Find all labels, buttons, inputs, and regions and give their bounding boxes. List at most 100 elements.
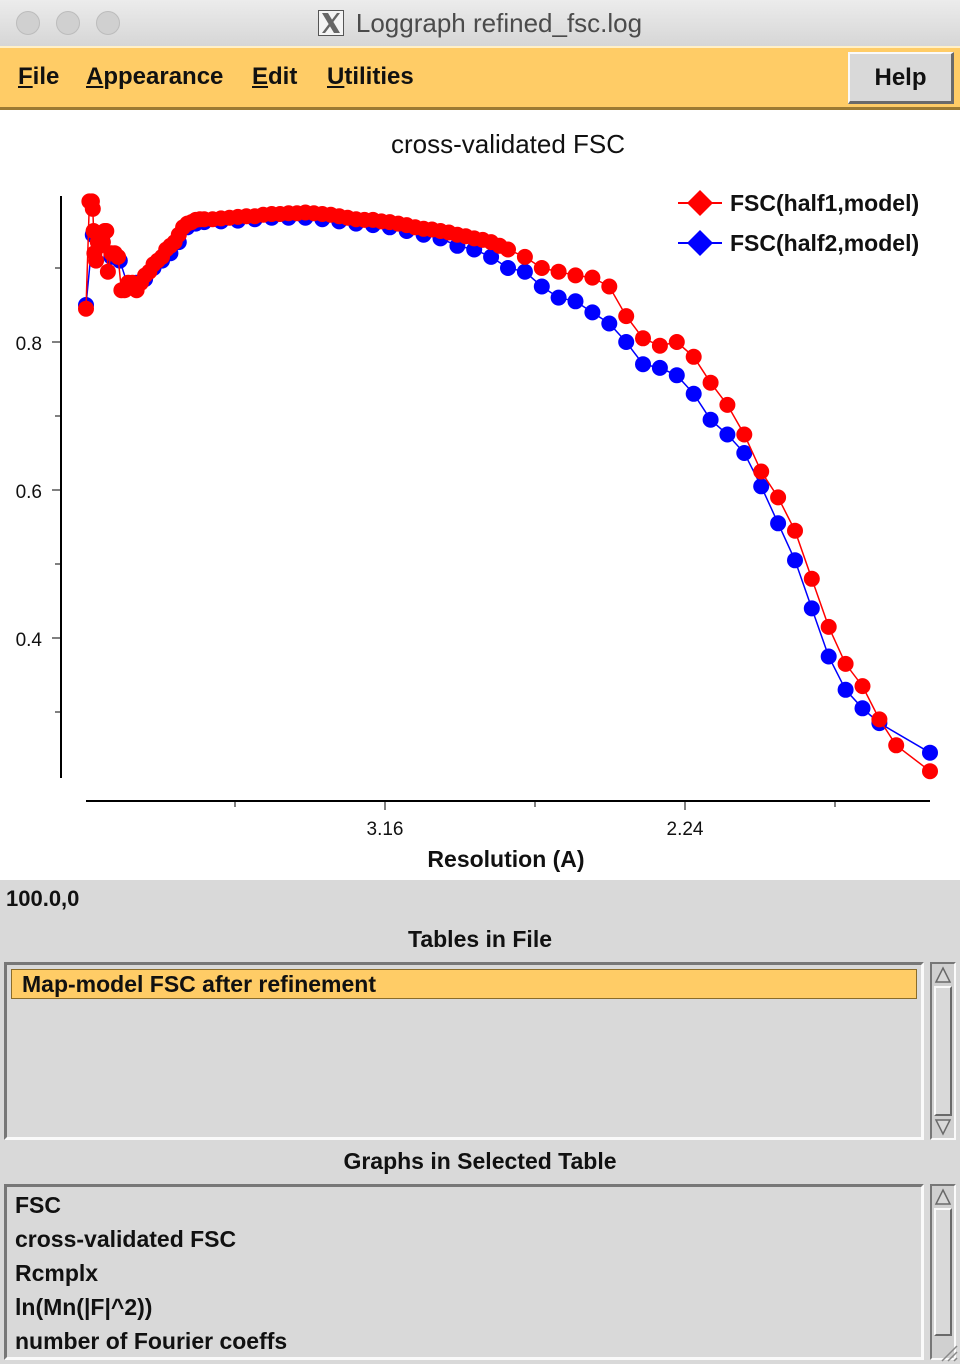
data-point-half1: [618, 308, 635, 325]
menu-utilities-mnemonic: U: [327, 63, 345, 90]
menu-file[interactable]: File: [18, 63, 59, 91]
data-point-marker: [854, 700, 871, 717]
data-point-half2: [635, 356, 651, 373]
data-point-half1: [922, 763, 938, 780]
graphs-scroll-thumb[interactable]: [934, 1208, 952, 1336]
data-point-marker: [820, 648, 837, 665]
scroll-up-arrow-icon[interactable]: [934, 966, 952, 984]
data-point-marker: [584, 269, 601, 286]
table-item-selected[interactable]: Map-model FSC after refinement: [11, 969, 917, 999]
data-point-half1: [500, 241, 516, 258]
menu-utilities-label: tilities: [344, 63, 414, 90]
data-point-marker: [618, 308, 635, 325]
data-point-marker: [567, 267, 584, 284]
data-point-half2: [787, 552, 803, 569]
data-point-marker: [719, 396, 736, 413]
tables-section-title: Tables in File: [408, 926, 552, 952]
data-point-marker: [550, 263, 567, 280]
data-point-marker: [871, 711, 888, 728]
data-point-marker: [820, 618, 837, 635]
graph-item[interactable]: Rcmplx: [15, 1260, 99, 1286]
data-point-half2: [550, 289, 567, 306]
data-point-marker: [651, 337, 668, 354]
help-button[interactable]: Help: [848, 52, 954, 104]
graph-item[interactable]: number of Fourier coeffs: [15, 1328, 288, 1354]
data-point-half1: [516, 248, 533, 265]
data-point-half1: [820, 618, 837, 635]
scroll-up-arrow-icon[interactable]: [934, 1188, 952, 1206]
graph-item[interactable]: cross-validated FSC: [15, 1226, 237, 1252]
cursor-coordinates: 100.0,0: [6, 886, 80, 911]
data-point-marker: [837, 681, 854, 698]
data-point-half2: [618, 334, 635, 350]
menubar: File Appearance Edit Utilities Help: [0, 46, 960, 110]
tables-listbox[interactable]: Map-model FSC after refinement: [4, 962, 924, 1140]
legend-label-half1: FSC(half1,model): [730, 190, 919, 216]
resize-grip-icon[interactable]: [938, 1342, 958, 1362]
data-point-half1: [888, 737, 905, 754]
window-titlebar[interactable]: Loggraph refined_fsc.log: [0, 0, 960, 47]
data-point-half1: [787, 522, 803, 539]
data-point-half1: [702, 374, 719, 391]
data-point-half1: [601, 278, 618, 295]
data-point-marker: [516, 263, 533, 280]
data-point-marker: [685, 385, 702, 402]
minimize-window-button[interactable]: [56, 11, 80, 35]
data-point-half1: [533, 260, 550, 276]
data-point-half1: [651, 337, 668, 354]
data-point-marker: [533, 278, 550, 295]
graphs-scrollbar[interactable]: [930, 1184, 956, 1360]
data-point-half1: [871, 711, 888, 728]
legend-marker-half1-core: [692, 195, 708, 211]
data-point-marker: [635, 330, 651, 347]
x-axis-label: Resolution (A): [427, 846, 584, 872]
fsc-chart[interactable]: cross-validated FSC 0.8 0.6 0.4 3.16 2.2…: [0, 110, 960, 880]
data-point-marker: [99, 263, 116, 280]
data-point-half2: [803, 600, 820, 617]
graphs-listbox[interactable]: FSC cross-validated FSC Rcmplx ln(Mn(|F|…: [4, 1184, 924, 1360]
data-point-marker: [584, 304, 601, 321]
tables-scrollbar[interactable]: [930, 962, 956, 1140]
scroll-down-arrow-icon[interactable]: [934, 1118, 952, 1136]
data-point-marker: [601, 315, 618, 332]
legend: FSC(half1,model) FSC(half2,model): [678, 190, 919, 256]
data-point-marker: [922, 763, 938, 780]
data-point-marker: [736, 426, 753, 443]
y-tick-label: 0.8: [16, 334, 42, 355]
data-point-half1: [550, 263, 567, 280]
menu-appearance[interactable]: Appearance: [86, 63, 223, 91]
data-point-half2: [668, 367, 685, 384]
plot-area[interactable]: cross-validated FSC 0.8 0.6 0.4 3.16 2.2…: [0, 110, 960, 880]
data-point-half2: [736, 445, 753, 461]
data-point-half2: [651, 359, 668, 376]
data-point-marker: [483, 248, 500, 265]
menu-edit[interactable]: Edit: [252, 63, 297, 91]
data-point-marker: [854, 678, 871, 695]
data-point-half1: [837, 655, 854, 672]
data-point-half2: [837, 681, 854, 698]
data-point-marker: [753, 463, 770, 480]
y-tick-label: 0.6: [16, 482, 42, 503]
zoom-window-button[interactable]: [96, 11, 120, 35]
data-point-half2: [770, 515, 787, 532]
data-point-half2: [719, 426, 736, 443]
data-point-half1: [803, 570, 820, 587]
data-point-marker: [770, 489, 787, 506]
data-point-marker: [787, 552, 803, 569]
menu-file-label: ile: [32, 63, 60, 90]
data-point-marker: [702, 374, 719, 391]
close-window-button[interactable]: [16, 11, 40, 35]
data-point-marker: [567, 293, 584, 310]
menu-edit-mnemonic: E: [252, 63, 269, 90]
menu-utilities[interactable]: Utilities: [327, 63, 414, 91]
data-point-marker: [618, 334, 635, 350]
tables-scroll-thumb[interactable]: [934, 986, 952, 1116]
series-line-half2: [85, 216, 931, 754]
data-point-half2: [922, 744, 938, 761]
data-point-half1: [567, 267, 584, 284]
data-point-half1: [635, 330, 651, 347]
data-point-half2: [500, 260, 516, 276]
graph-item[interactable]: FSC: [15, 1192, 61, 1218]
graphs-section-title: Graphs in Selected Table: [343, 1148, 617, 1174]
graph-item[interactable]: ln(Mn(|F|^2)): [15, 1294, 153, 1320]
